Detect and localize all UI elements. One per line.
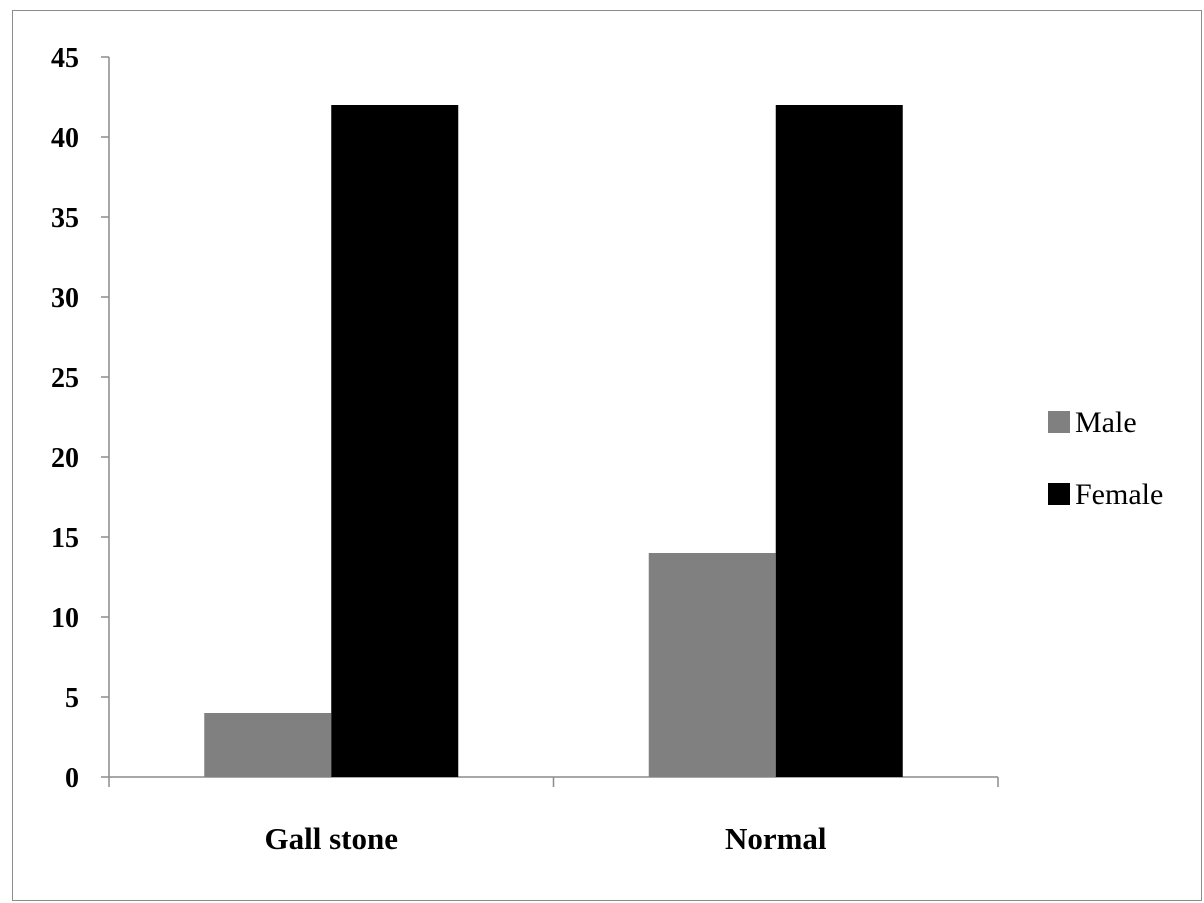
chart-legend: Male Female bbox=[1048, 406, 1163, 511]
legend-swatch-male bbox=[1048, 411, 1070, 433]
chart-labels: 0 5 10 15 20 25 30 35 40 45 Gall stone Normal bbox=[51, 43, 827, 856]
x-category-label: Gall stone bbox=[265, 821, 398, 856]
chart-bars bbox=[204, 105, 903, 777]
y-tick-label: 20 bbox=[51, 443, 79, 474]
y-tick-label: 5 bbox=[65, 683, 79, 714]
y-tick-label: 15 bbox=[51, 523, 79, 554]
y-tick-label: 40 bbox=[51, 123, 79, 154]
y-tick-label: 0 bbox=[65, 763, 79, 794]
bar-male-0 bbox=[204, 713, 332, 777]
y-tick-label: 25 bbox=[51, 363, 79, 394]
legend-label-male: Male bbox=[1075, 406, 1137, 439]
bar-female-1 bbox=[775, 105, 903, 777]
bar-male-1 bbox=[648, 553, 776, 777]
bar-female-0 bbox=[331, 105, 459, 777]
y-tick-label: 45 bbox=[51, 43, 79, 74]
y-tick-label: 35 bbox=[51, 203, 79, 234]
y-tick-label: 30 bbox=[51, 283, 79, 314]
x-category-label: Normal bbox=[725, 821, 827, 856]
y-tick-label: 10 bbox=[51, 603, 79, 634]
legend-swatch-female bbox=[1048, 483, 1070, 505]
legend-label-female: Female bbox=[1075, 478, 1163, 511]
